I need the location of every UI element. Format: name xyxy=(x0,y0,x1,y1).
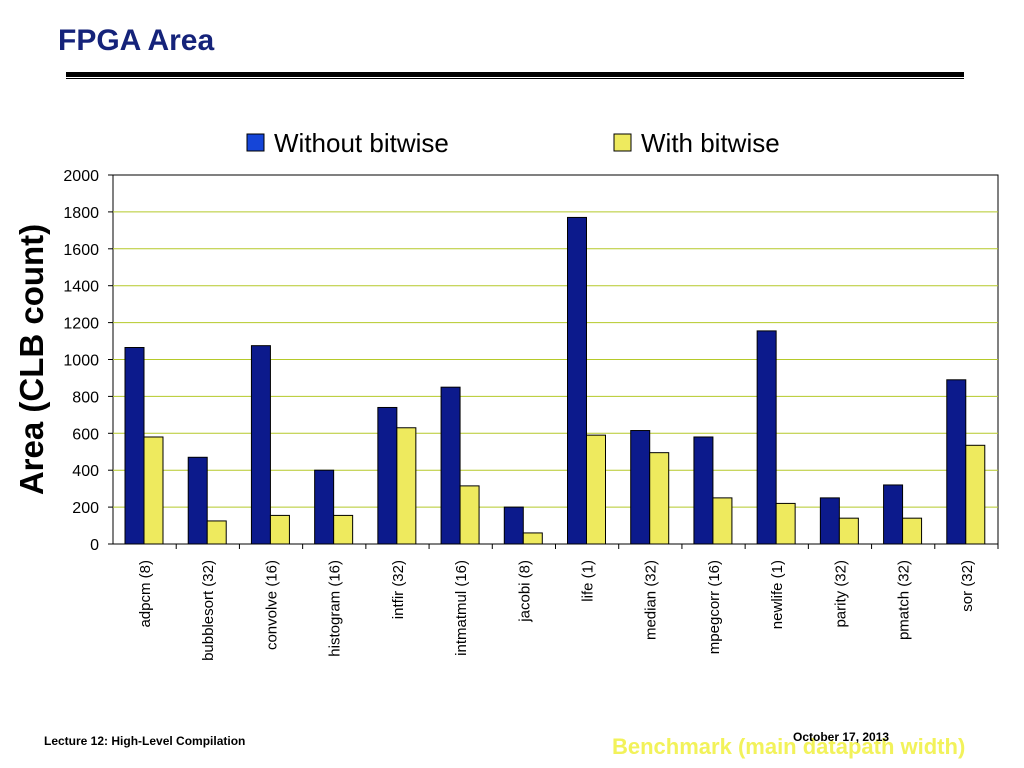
legend-swatch-without-bitwise xyxy=(246,133,265,152)
y-tick-label: 800 xyxy=(72,389,99,406)
bar-with-bitwise xyxy=(712,497,733,545)
title-rule xyxy=(66,72,964,77)
y-tick-label: 200 xyxy=(72,500,99,517)
y-tick-label: 1000 xyxy=(63,353,99,370)
bar-with-bitwise xyxy=(206,520,227,545)
bar-with-bitwise xyxy=(838,517,859,545)
bar-without-bitwise xyxy=(693,436,714,545)
bar-without-bitwise xyxy=(440,386,461,545)
bar-with-bitwise xyxy=(902,517,923,545)
bar-with-bitwise xyxy=(396,427,417,545)
y-tick-label: 1600 xyxy=(63,242,99,259)
bar-without-bitwise xyxy=(756,330,777,545)
bar-without-bitwise xyxy=(377,406,398,545)
x-tick-label: median (32) xyxy=(643,560,660,640)
y-axis-title: Area (CLB count) xyxy=(13,224,50,495)
bar-with-bitwise xyxy=(333,514,354,545)
bar-without-bitwise xyxy=(567,216,587,545)
bar-without-bitwise xyxy=(630,430,651,545)
footer-date: October 17, 2013 xyxy=(793,730,890,744)
bar-without-bitwise xyxy=(819,497,840,545)
y-tick-label: 600 xyxy=(72,426,99,443)
y-tick-label: 1800 xyxy=(63,205,99,222)
bar-with-bitwise xyxy=(269,514,290,545)
x-tick-label: sor (32) xyxy=(959,560,976,612)
bar-without-bitwise xyxy=(946,379,967,545)
x-tick-label: convolve (16) xyxy=(263,560,280,650)
bar-without-bitwise xyxy=(250,345,271,545)
legend-label-without-bitwise: Without bitwise xyxy=(274,128,449,158)
x-axis-title: Benchmark (main datapath width) xyxy=(612,734,966,759)
title-rule-thin xyxy=(66,78,964,79)
slide-title: FPGA Area xyxy=(58,24,215,57)
bar-with-bitwise xyxy=(459,485,480,545)
bar-without-bitwise xyxy=(314,469,335,545)
x-tick-label: jacobi (8) xyxy=(516,560,533,623)
x-tick-label: intmatmul (16) xyxy=(453,560,470,656)
footer-course: Lecture 12: High-Level Compilation xyxy=(44,734,246,748)
bar-without-bitwise xyxy=(883,484,904,545)
x-tick-label: bubblesort (32) xyxy=(200,560,217,661)
bar-with-bitwise xyxy=(775,502,796,545)
bar-with-bitwise xyxy=(965,444,986,545)
x-tick-label: life (1) xyxy=(580,560,597,602)
x-tick-label: histogram (16) xyxy=(327,560,344,657)
bar-without-bitwise xyxy=(187,456,208,545)
x-tick-label: newlife (1) xyxy=(769,560,786,629)
y-tick-label: 400 xyxy=(72,463,99,480)
y-tick-label: 0 xyxy=(90,537,99,554)
y-tick-label: 1400 xyxy=(63,279,99,296)
y-tick-label: 2000 xyxy=(63,168,99,185)
x-tick-label: pmatch (32) xyxy=(896,560,913,640)
x-tick-label: intfir (32) xyxy=(390,560,407,619)
bar-without-bitwise xyxy=(503,506,524,545)
y-tick-label: 1200 xyxy=(63,316,99,333)
bar-with-bitwise xyxy=(143,436,164,545)
x-tick-label: mpegcorr (16) xyxy=(706,560,723,654)
bar-with-bitwise xyxy=(522,532,543,545)
bar-with-bitwise xyxy=(649,452,670,545)
legend-swatch-with-bitwise xyxy=(613,133,632,152)
bar-with-bitwise xyxy=(586,434,606,545)
legend-label-with-bitwise: With bitwise xyxy=(641,128,780,158)
bar-without-bitwise xyxy=(124,347,145,545)
x-tick-label: parity (32) xyxy=(832,560,849,628)
x-tick-label: adpcm (8) xyxy=(137,560,154,628)
